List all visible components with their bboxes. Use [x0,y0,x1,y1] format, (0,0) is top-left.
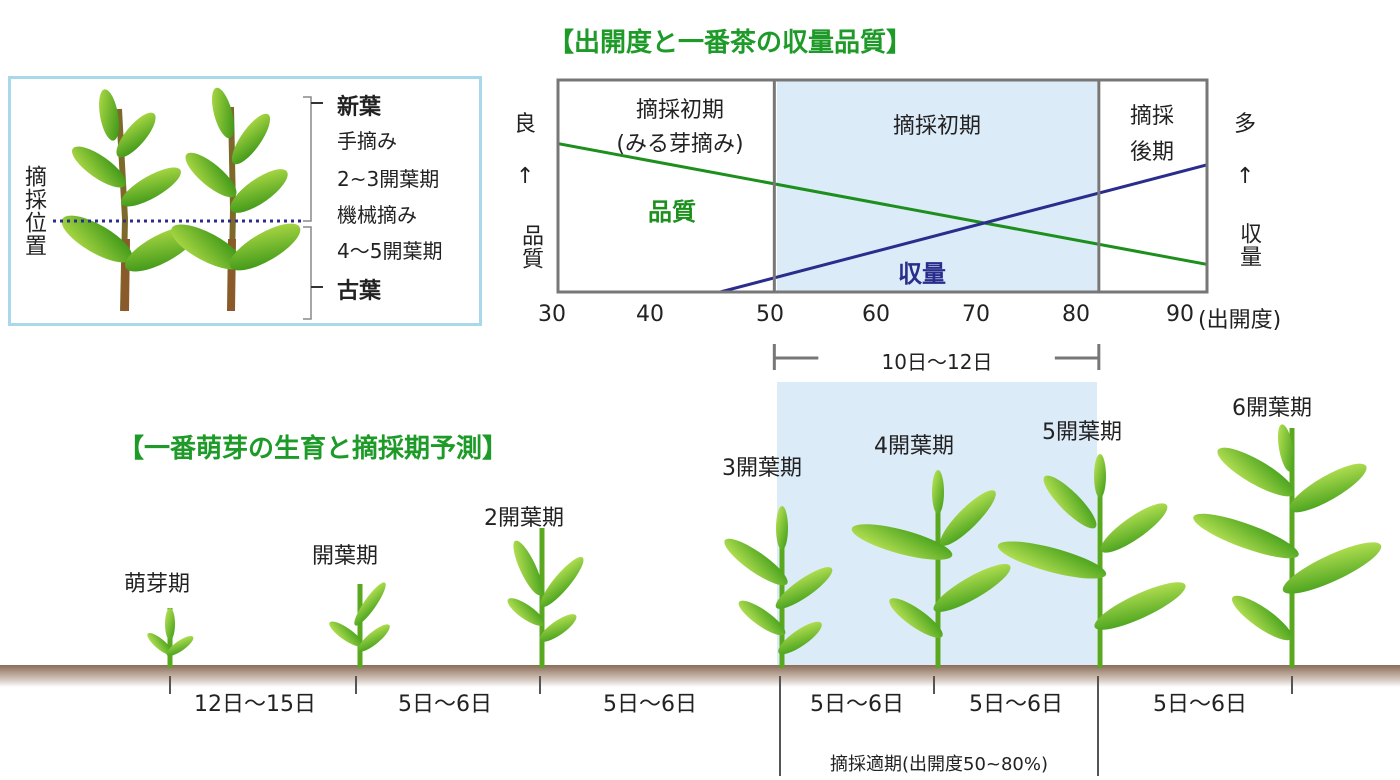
leaf [1231,595,1293,641]
interval-label: 5日～6日 [1153,692,1247,717]
leaf [513,540,543,596]
left-axis-top: 良 [514,112,537,137]
stage-label-6-leaf: 6開葉期 [1232,396,1312,421]
span-label: 10日～12日 [881,350,993,374]
x-tick-50: 50 [756,302,784,327]
leaf [1193,513,1299,559]
left-axis-arrow: ↑ [516,164,535,189]
region-label-early-sub: (みる芽摘み) [616,132,744,157]
x-tick-80: 80 [1062,302,1090,327]
leaf [1094,454,1106,498]
leaf [507,598,545,626]
stage-label-2-leaf: 2開葉期 [484,506,564,531]
interval-label: 5日～6日 [969,692,1063,717]
sprout-stage-6 [1193,424,1382,668]
sprout-stage-3 [724,506,833,668]
x-axis-label: (出開度) [1198,308,1282,333]
yield-quality-chart [556,78,1209,370]
leaf [1043,475,1097,529]
leaf [724,538,788,586]
quality-series-label: 品質 [648,198,696,226]
x-tick-30: 30 [538,302,566,327]
interval-label: 5日～6日 [810,692,904,717]
stage-label-5-leaf: 5開葉期 [1042,420,1122,445]
left-axis-label: 品質 [518,224,543,270]
leaf [1217,447,1295,497]
leaf [997,541,1107,579]
hand-stage-label: 2~3開葉期 [337,167,440,191]
region-label-late-sub: 後期 [1129,140,1174,165]
stage-label-4-leaf: 4開葉期 [874,434,954,459]
leaf [940,490,996,546]
machine-picking-label: 機械摘み [337,203,417,227]
leaf [1277,424,1295,472]
x-tick-60: 60 [862,302,890,327]
interval-label: 5日～6日 [398,692,492,717]
leaf [540,556,584,608]
x-tick-70: 70 [962,302,990,327]
leaf [932,470,944,514]
chart-title: 【出開度と一番茶の収量品質】 [548,28,913,58]
hand-picking-label: 手摘み [337,129,397,153]
new-leaves-label: 新葉 [337,95,382,120]
interval-label: 5日～6日 [603,692,697,717]
leaf [539,614,577,642]
leaf [778,621,822,655]
region-label-early: 摘採初期 [635,98,724,123]
region-label-late: 摘採 [1129,104,1174,129]
leaf [358,624,390,652]
plot-frame [556,78,1209,294]
sprout-stage-2 [507,528,584,668]
machine-stage-label: 4～5開葉期 [337,239,443,263]
leaf [775,567,833,609]
right-axis-label: 収量 [1236,222,1261,268]
right-axis-arrow: ↑ [1236,164,1255,189]
stage-label-leaf-open: 開葉期 [312,544,379,569]
leaf [889,598,943,638]
sprout-stage-1 [329,582,390,668]
leaf [147,633,173,655]
x-tick-40: 40 [636,302,664,327]
leaf [1100,503,1168,553]
stage-label-3-leaf: 3開葉期 [722,456,802,481]
right-axis-top: 多 [1234,112,1257,137]
tea-shoots-illustration [53,87,323,320]
leaf [166,635,194,657]
leaf [1282,542,1382,594]
pluck-position-label: 摘採位置 [21,165,46,257]
series-line-yield [719,163,1207,292]
plucking-position-diagram: 摘採位置 新葉 手摘み 2~3開葉期 機械摘み 4～5開葉期 古葉 [8,76,482,326]
old-leaves-label: 古葉 [337,279,382,304]
soil-ground [0,665,1400,687]
leaf [933,564,1011,612]
leaf [1094,582,1186,630]
leaf [738,600,786,636]
sprout-growth-illustration [147,424,1382,668]
sprout-stage-0 [147,608,194,668]
leaf [851,524,953,560]
interval-label: 12日～15日 [194,692,316,717]
section-title: 【一番萌芽の生育と摘採期予測】 [118,434,509,464]
chart-highlight-region [777,80,1097,292]
leaf [776,506,788,550]
sprout-stage-5 [997,454,1186,668]
leaf [354,582,386,626]
yield-series-label: 収量 [898,260,946,288]
sprout-stage-4 [851,470,1011,668]
x-tick-90: 90 [1166,302,1194,327]
optimal-period-label: 摘採適期(出開度50~80%) [829,754,1049,775]
region-label-mid: 摘採初期 [892,114,981,139]
leaf [165,608,175,640]
leaf [329,621,363,647]
stage-label-budding: 萌芽期 [124,572,191,597]
leaf [1289,463,1367,513]
interval-ticks [169,676,1293,776]
